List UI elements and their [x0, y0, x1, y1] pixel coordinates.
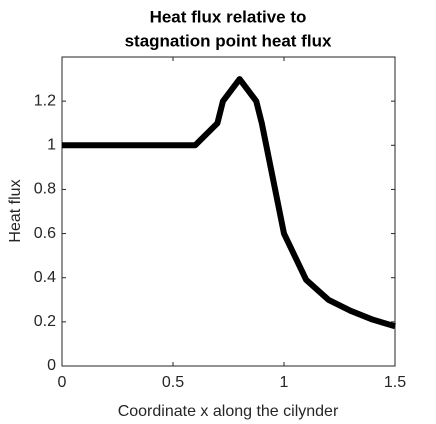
- y-axis-label: Heat flux: [7, 179, 24, 242]
- x-tick-label: 1.5: [384, 374, 406, 391]
- y-tick-label: 0.8: [34, 181, 56, 198]
- x-tick-label: 0.5: [162, 374, 184, 391]
- chart-title: stagnation point heat flux: [125, 31, 332, 50]
- y-tick-label: 0.6: [34, 225, 56, 242]
- y-tick-label: 1.2: [34, 92, 56, 109]
- x-tick-label: 0: [58, 374, 67, 391]
- plot-frame: [61, 56, 396, 367]
- data-line: [62, 76, 396, 330]
- x-axis-label: Coordinate x along the cilynder: [118, 403, 339, 420]
- chart-title: Heat flux relative to: [150, 7, 307, 26]
- y-tick-label: 0.4: [34, 269, 56, 286]
- x-tick-label: 1: [280, 374, 289, 391]
- y-tick-label: 0: [47, 357, 56, 374]
- y-tick-label: 1: [47, 137, 56, 154]
- y-tick-label: 0.2: [34, 313, 56, 330]
